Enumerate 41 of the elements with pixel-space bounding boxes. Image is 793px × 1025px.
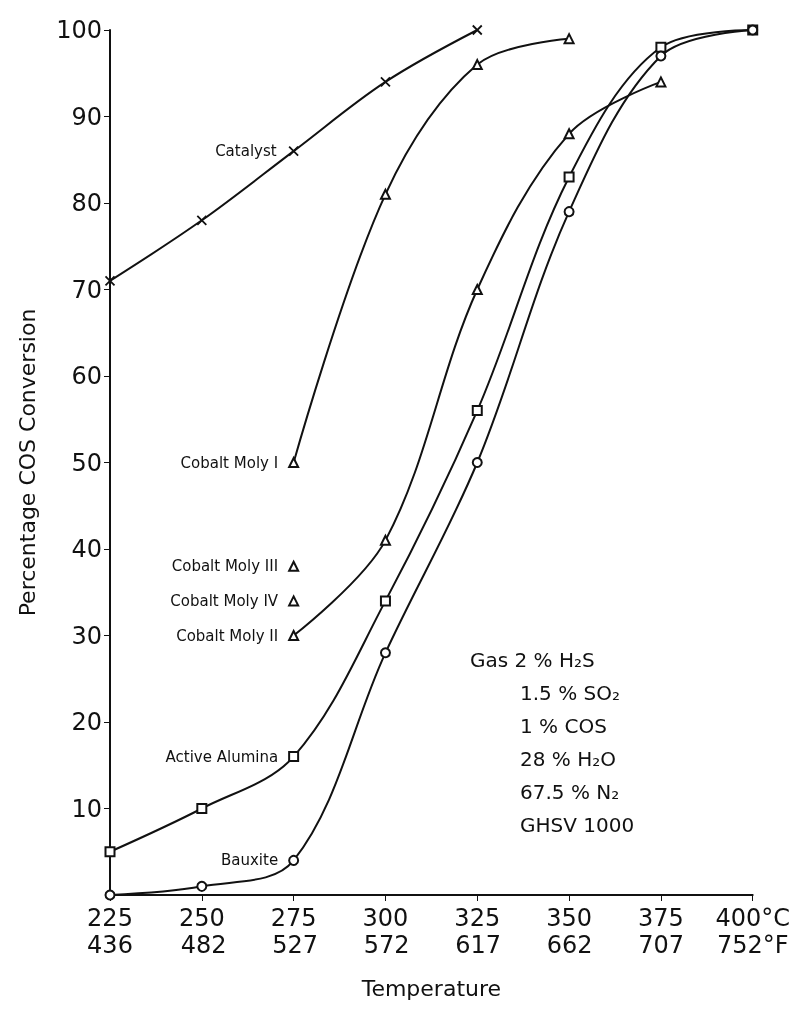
x2-tick-label: 436 <box>87 931 133 959</box>
x2-tick-label: 527 <box>272 931 318 959</box>
y-tick-label: 60 <box>71 362 102 390</box>
x-tick-label: 225 <box>87 904 133 932</box>
series-label: Cobalt Moly II <box>176 626 279 645</box>
x2-tick-label: 707 <box>638 931 685 959</box>
y-tick-label: 10 <box>71 794 102 823</box>
x-tick-label: 300 <box>362 904 409 932</box>
y-tick-label: 80 <box>71 189 102 217</box>
series-label: Active Alumina <box>165 747 279 766</box>
annotation: 67.5 % N₂ <box>520 780 620 804</box>
y-tick-label: 70 <box>71 275 102 304</box>
x-tick-label: 400°C <box>715 904 791 932</box>
series-label: Bauxite <box>220 851 279 870</box>
x2-tick-label: 752°F <box>716 931 789 959</box>
x2-tick-label: 662 <box>546 931 593 959</box>
y-tick-label: 20 <box>71 708 102 736</box>
y-tick-label: 40 <box>71 535 102 563</box>
series-label: Catalyst <box>215 142 277 161</box>
y-tick-label: 30 <box>71 621 102 650</box>
series-label: Cobalt Moly I <box>180 453 279 472</box>
annotation: Gas 2 % H₂S <box>470 648 595 672</box>
y-tick-label: 100 <box>56 16 102 44</box>
annotation: GHSV 1000 <box>520 813 635 837</box>
series-label: Cobalt Moly III <box>171 557 279 576</box>
x2-tick-label: 482 <box>180 931 227 959</box>
x-tick-label: 250 <box>178 904 225 932</box>
x2-tick-label: 572 <box>363 931 410 959</box>
y-tick-label: 50 <box>71 448 102 477</box>
annotation: 1.5 % SO₂ <box>520 681 620 705</box>
series-label: Cobalt Moly IV <box>170 591 279 610</box>
x2-tick-label: 617 <box>455 931 502 959</box>
x-tick-label: 275 <box>270 904 317 932</box>
annotation: 28 % H₂O <box>520 747 616 771</box>
y-axis-title: Percentage COS Conversion <box>14 308 40 617</box>
x-tick-label: 325 <box>454 904 501 932</box>
annotation: 1 % COS <box>520 714 607 738</box>
x-tick-label: 350 <box>546 904 592 932</box>
x-tick-label: 375 <box>637 904 684 932</box>
y-tick-label: 90 <box>71 102 102 131</box>
x-axis-title: Temperature <box>360 975 502 1001</box>
